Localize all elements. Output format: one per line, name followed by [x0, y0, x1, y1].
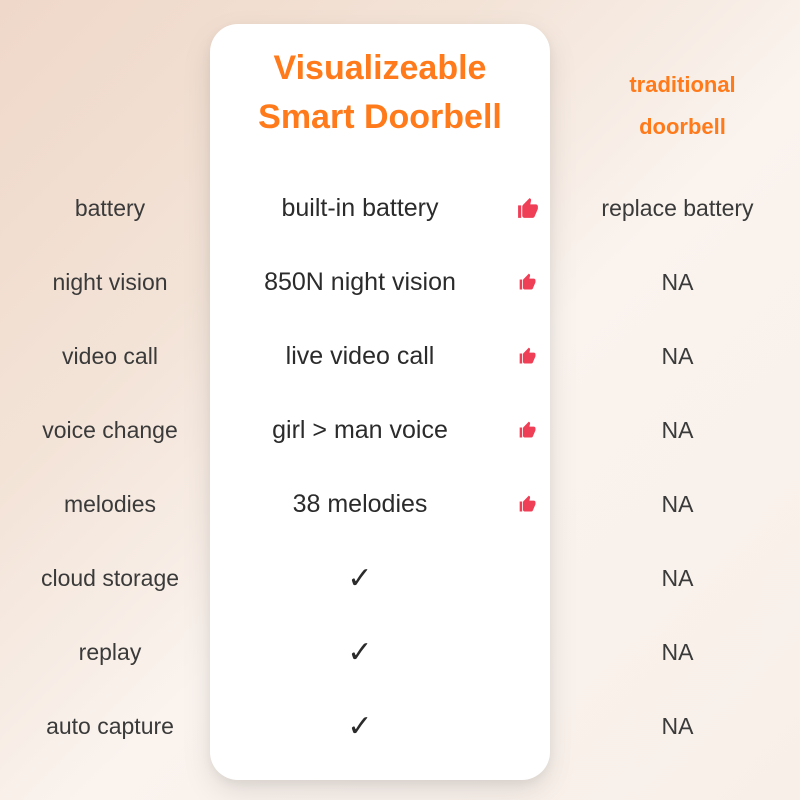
comparison-infographic: Visualizeable Smart Doorbell traditional… — [0, 0, 800, 800]
row-thumb-cell — [510, 696, 546, 756]
row-label: auto capture — [20, 696, 200, 756]
thumbs-up-icon — [518, 494, 538, 514]
header-main-line2: Smart Doorbell — [258, 98, 502, 136]
row-traditional-value: replace battery — [575, 178, 780, 238]
table-row: replay ✓ NA — [0, 622, 800, 682]
row-label: night vision — [20, 252, 200, 312]
row-label: cloud storage — [20, 548, 200, 608]
row-traditional-value: NA — [575, 548, 780, 608]
row-label: replay — [20, 622, 200, 682]
row-label: melodies — [20, 474, 200, 534]
check-icon: ✓ — [347, 635, 372, 670]
row-traditional-value: NA — [575, 622, 780, 682]
row-traditional-value: NA — [575, 696, 780, 756]
thumbs-up-icon — [518, 272, 538, 292]
row-main-value: ✓ — [210, 548, 510, 608]
row-thumb-cell — [510, 326, 546, 386]
row-main-value: ✓ — [210, 696, 510, 756]
row-traditional-value: NA — [575, 252, 780, 312]
row-main-value: built-in battery — [210, 178, 510, 238]
header-traditional: traditional doorbell — [595, 64, 770, 148]
row-thumb-cell — [510, 400, 546, 460]
row-label: voice change — [20, 400, 200, 460]
table-row: cloud storage ✓ NA — [0, 548, 800, 608]
row-main-value: ✓ — [210, 622, 510, 682]
thumbs-up-icon — [516, 196, 541, 221]
row-main-value: 850N night vision — [210, 252, 510, 312]
row-thumb-cell — [510, 178, 546, 238]
header-trad-line2: doorbell — [639, 114, 726, 139]
row-thumb-cell — [510, 252, 546, 312]
check-icon: ✓ — [347, 561, 372, 596]
row-thumb-cell — [510, 622, 546, 682]
table-row: night vision850N night vision NA — [0, 252, 800, 312]
thumbs-up-icon — [518, 420, 538, 440]
table-row: melodies38 melodies NA — [0, 474, 800, 534]
row-main-value: 38 melodies — [210, 474, 510, 534]
row-label: video call — [20, 326, 200, 386]
table-row: voice changegirl > man voice NA — [0, 400, 800, 460]
header-main: Visualizeable Smart Doorbell — [210, 44, 550, 143]
thumbs-up-icon — [518, 346, 538, 366]
table-row: batterybuilt-in battery replace battery — [0, 178, 800, 238]
row-traditional-value: NA — [575, 326, 780, 386]
row-traditional-value: NA — [575, 400, 780, 460]
row-traditional-value: NA — [575, 474, 780, 534]
row-main-value: girl > man voice — [210, 400, 510, 460]
row-thumb-cell — [510, 548, 546, 608]
row-label: battery — [20, 178, 200, 238]
table-row: video calllive video call NA — [0, 326, 800, 386]
row-thumb-cell — [510, 474, 546, 534]
check-icon: ✓ — [347, 709, 372, 744]
table-row: auto capture ✓ NA — [0, 696, 800, 756]
row-main-value: live video call — [210, 326, 510, 386]
header-trad-line1: traditional — [629, 72, 735, 97]
header-main-line1: Visualizeable — [274, 49, 487, 87]
